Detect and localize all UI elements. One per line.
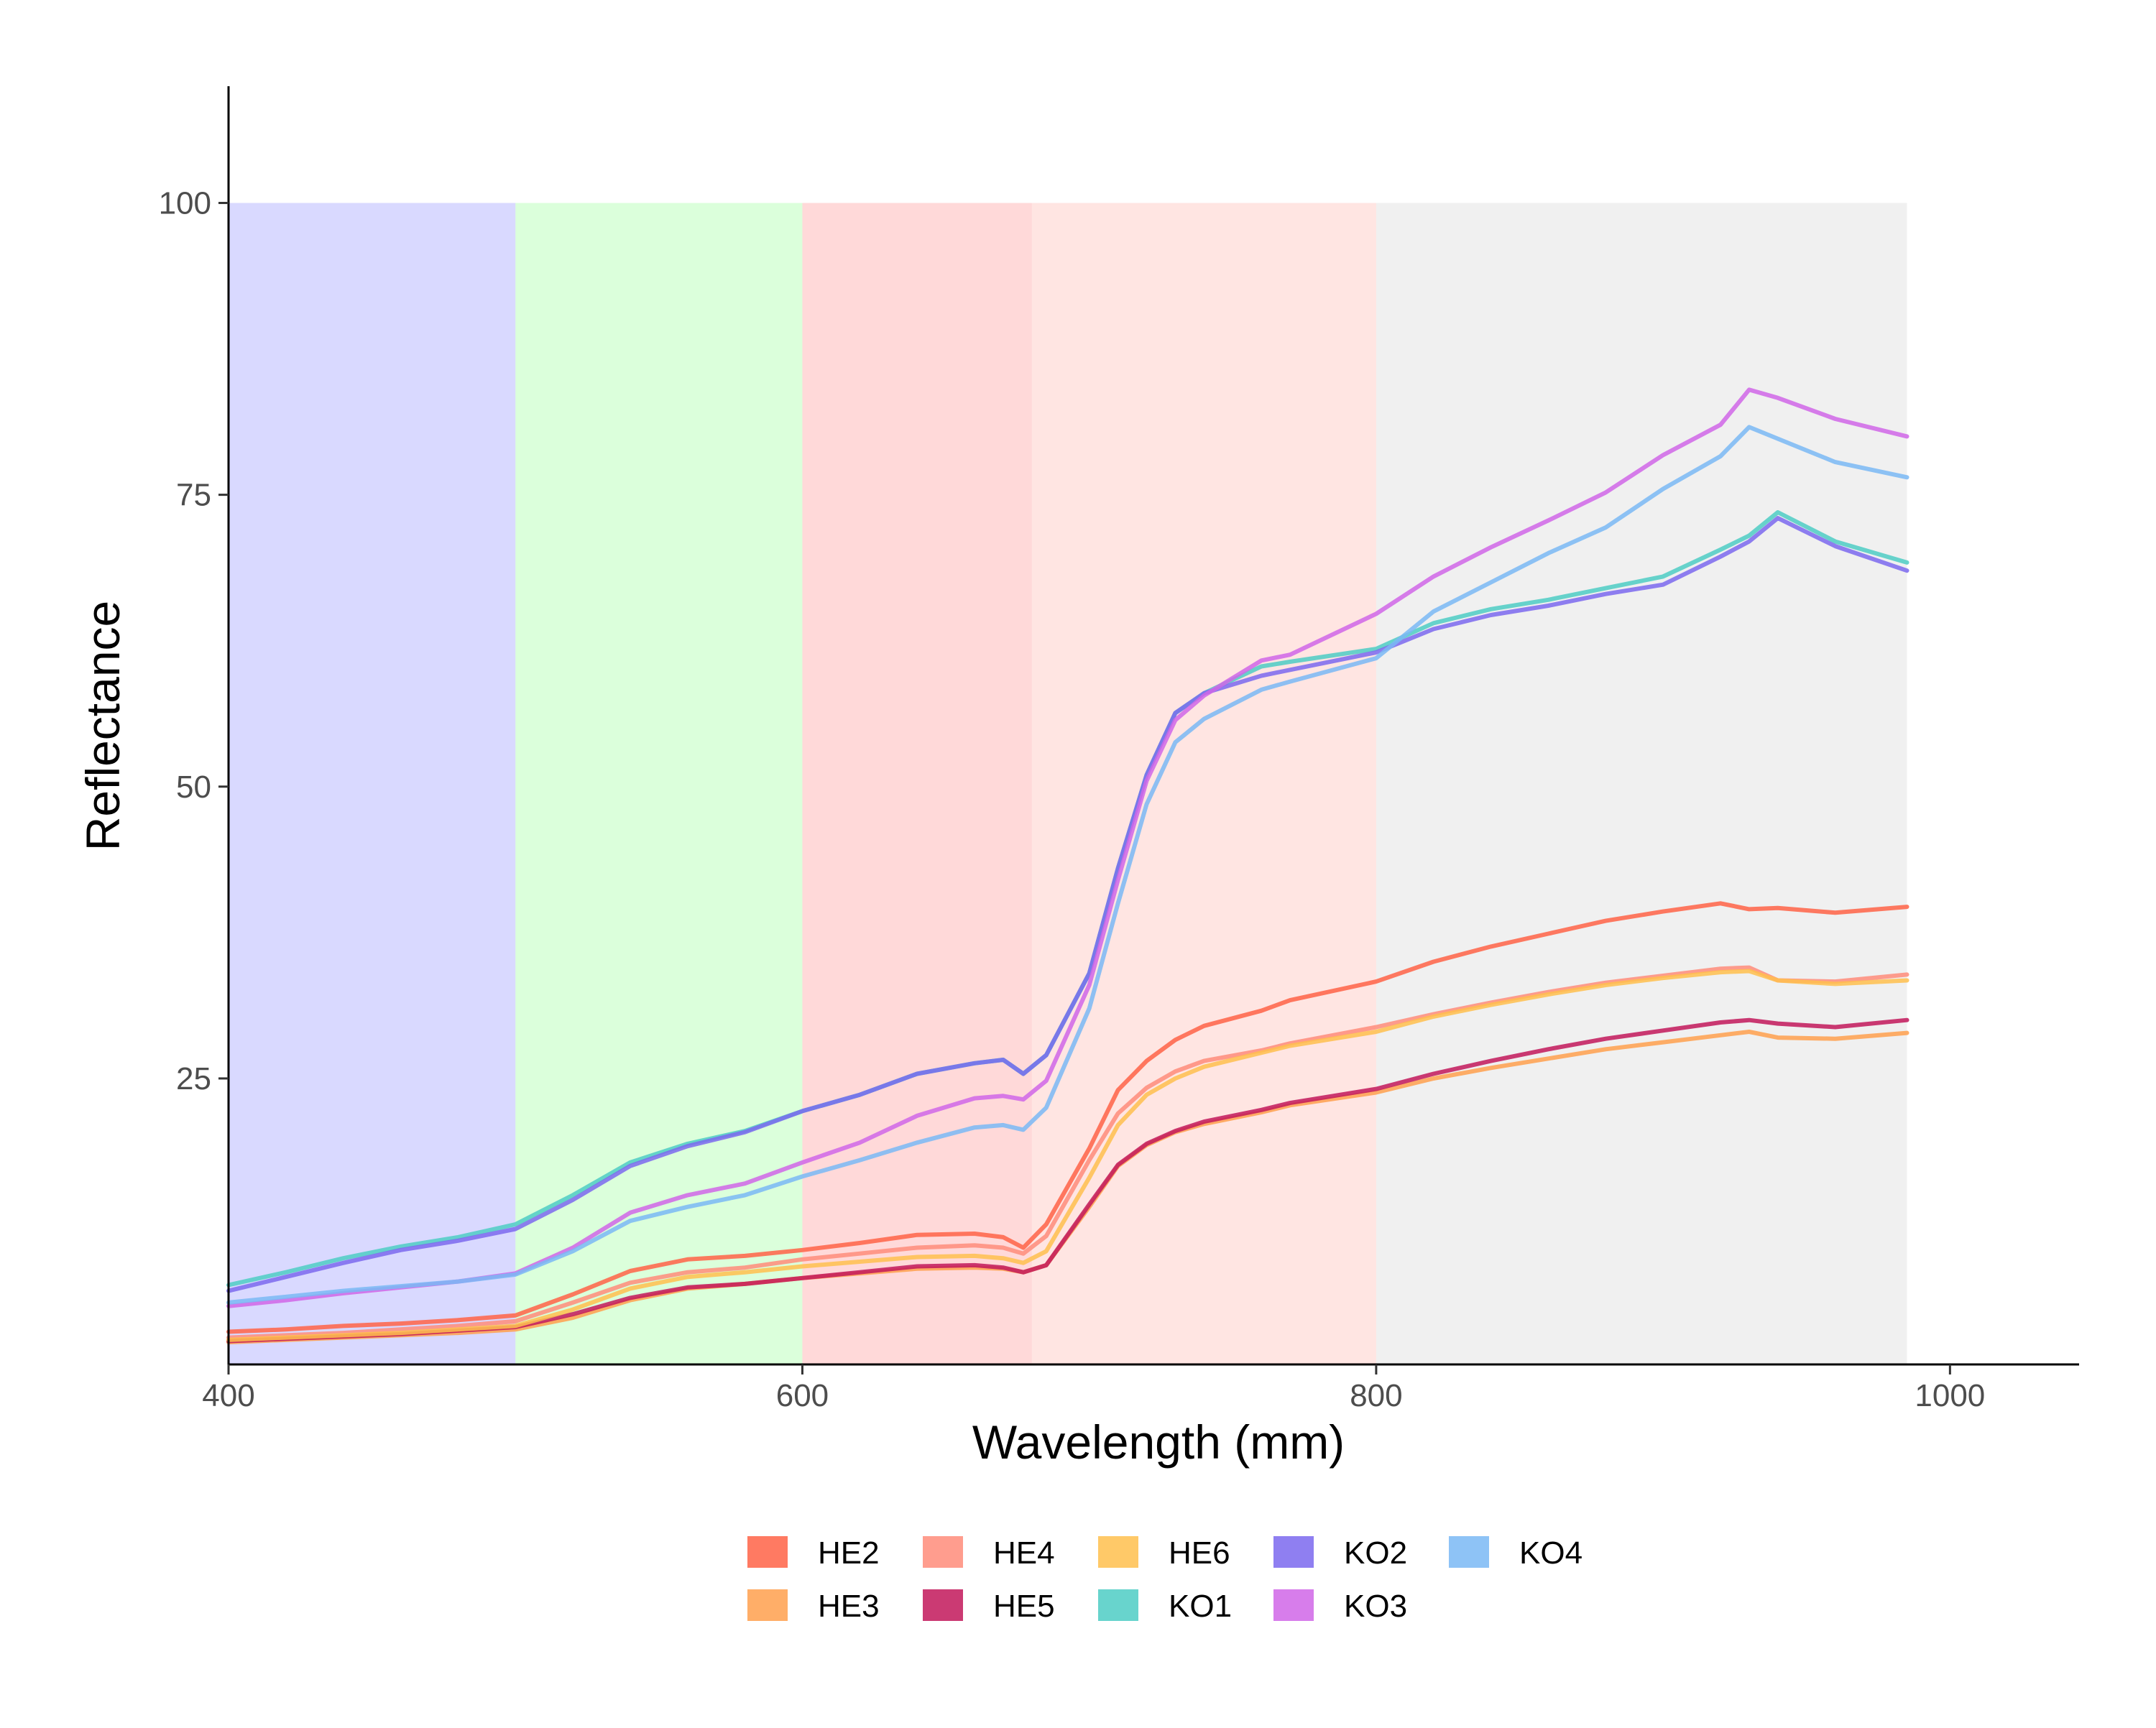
legend-item-he2: HE2 — [747, 1535, 880, 1571]
x-tick-label: 600 — [776, 1378, 829, 1413]
x-tick-label: 400 — [202, 1378, 254, 1413]
legend-item-ko3: KO3 — [1273, 1589, 1407, 1624]
series-line-he6 — [226, 969, 1909, 1342]
legend-item-he5: HE5 — [923, 1589, 1055, 1624]
x-tick-label: 800 — [1350, 1378, 1402, 1413]
legend-label: HE3 — [818, 1589, 880, 1624]
legend-item-ko2: KO2 — [1273, 1535, 1407, 1571]
legend-swatch — [1098, 1536, 1138, 1568]
legend: HE2 HE3 HE4 HE5 HE6 KO1 KO2 KO3 KO4 — [747, 1535, 1583, 1624]
y-tick-label: 75 — [176, 478, 211, 513]
x-axis-title: Wavelength (mm) — [972, 1415, 1345, 1469]
legend-swatch — [1449, 1536, 1489, 1568]
legend-swatch — [923, 1589, 963, 1621]
legend-item-he6: HE6 — [1098, 1535, 1230, 1571]
y-tick-label: 100 — [159, 185, 211, 221]
legend-label: KO2 — [1344, 1535, 1407, 1571]
band-4 — [1376, 203, 1907, 1364]
legend-label: KO4 — [1519, 1535, 1583, 1571]
legend-item-he4: HE4 — [923, 1535, 1055, 1571]
legend-item-he3: HE3 — [747, 1589, 880, 1624]
legend-swatch — [1273, 1589, 1314, 1621]
legend-label: HE6 — [1169, 1535, 1230, 1571]
legend-item-ko4: KO4 — [1449, 1535, 1583, 1571]
axes: 400 600 800 1000 25 50 75 100 — [159, 86, 2079, 1413]
legend-swatch — [747, 1536, 788, 1568]
series-line-ko4 — [226, 425, 1909, 1305]
legend-label: HE4 — [993, 1535, 1055, 1571]
series-line-ko2 — [226, 516, 1909, 1293]
legend-swatch — [1273, 1536, 1314, 1568]
legend-label: KO1 — [1169, 1589, 1232, 1624]
y-axis-title: Reflectance — [76, 601, 129, 851]
series-line-he5 — [226, 1017, 1909, 1344]
legend-swatch — [1098, 1589, 1138, 1621]
legend-label: KO3 — [1344, 1589, 1407, 1624]
wavelength-bands — [229, 203, 1907, 1364]
legend-label: HE2 — [818, 1535, 880, 1571]
legend-swatch — [923, 1536, 963, 1568]
legend-swatch — [747, 1589, 788, 1621]
y-tick-label: 50 — [176, 770, 211, 805]
band-1 — [515, 203, 803, 1364]
x-tick-label: 1000 — [1915, 1378, 1985, 1413]
series-lines — [226, 387, 1909, 1345]
band-0 — [229, 203, 516, 1364]
band-2 — [802, 203, 1032, 1364]
series-line-he2 — [226, 901, 1909, 1334]
series-line-he4 — [226, 965, 1909, 1340]
legend-label: HE5 — [993, 1589, 1055, 1624]
band-3 — [1031, 203, 1376, 1364]
legend-item-ko1: KO1 — [1098, 1589, 1232, 1624]
y-tick-label: 25 — [176, 1061, 211, 1096]
series-line-ko3 — [226, 387, 1909, 1308]
